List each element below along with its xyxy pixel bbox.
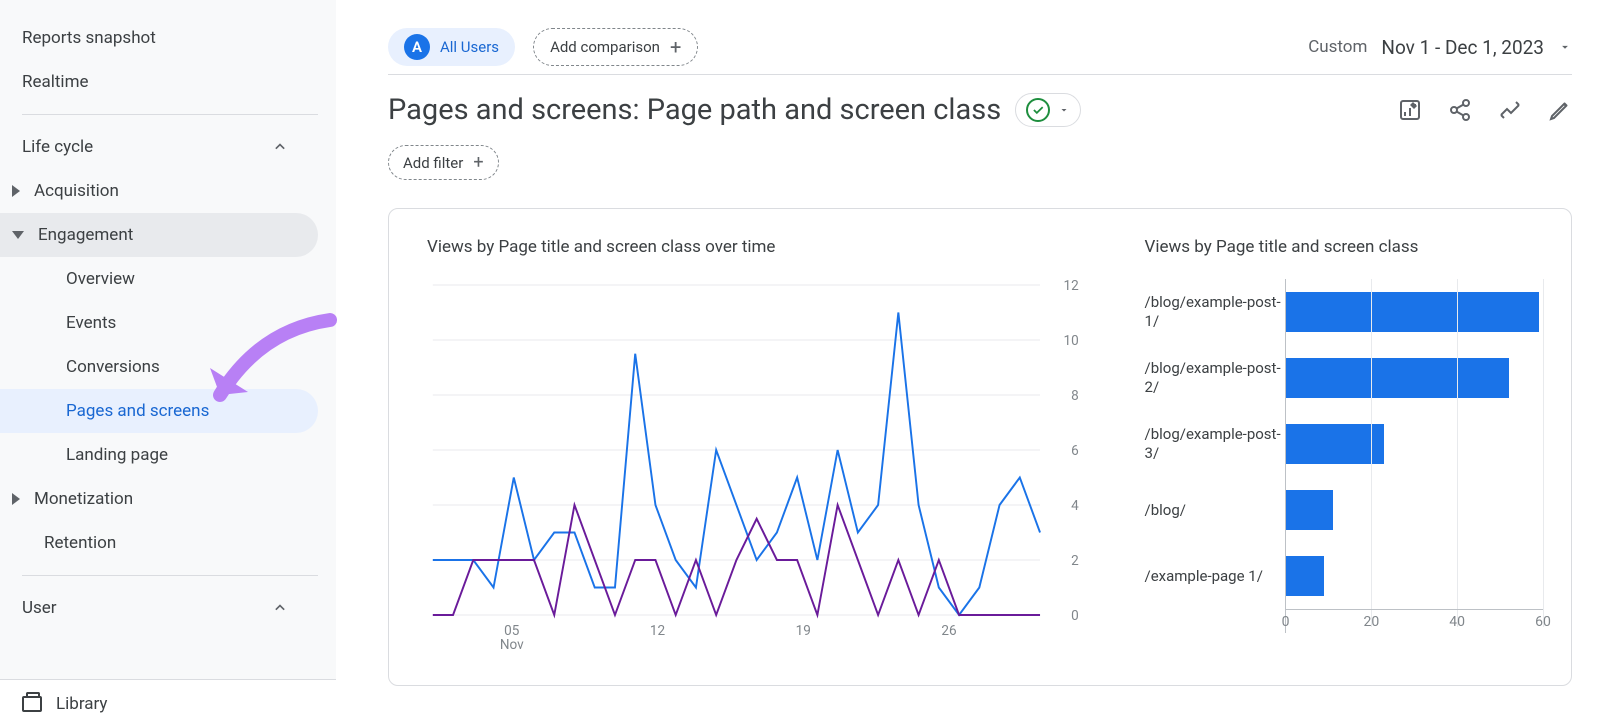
nav-landing-page[interactable]: Landing page <box>0 433 318 477</box>
nav-conversions[interactable]: Conversions <box>0 345 318 389</box>
nav-section-user[interactable]: User <box>0 586 318 630</box>
insights-icon[interactable] <box>1498 98 1522 122</box>
bar-xaxis-label: 0 <box>1282 614 1290 630</box>
plus-icon: + <box>670 35 681 59</box>
bar-xaxis-label: 20 <box>1363 614 1379 630</box>
nav-overview[interactable]: Overview <box>0 257 318 301</box>
line-chart: 02468101205121926Nov <box>427 279 1085 649</box>
nav-realtime[interactable]: Realtime <box>0 60 318 104</box>
svg-text:2: 2 <box>1071 553 1079 569</box>
bar-xaxis-label: 40 <box>1449 614 1465 630</box>
edit-icon[interactable] <box>1548 98 1572 122</box>
nav-label: Pages and screens <box>66 401 209 421</box>
svg-text:Nov: Nov <box>500 637 524 649</box>
data-quality-indicator[interactable] <box>1015 93 1081 127</box>
caret-down-icon <box>1558 40 1572 54</box>
bar-label: /blog/example-post-1/ <box>1145 279 1285 345</box>
nav-retention[interactable]: Retention <box>0 521 318 565</box>
nav-label: Life cycle <box>22 137 93 157</box>
nav-engagement[interactable]: Engagement <box>0 213 318 257</box>
nav-label: Reports snapshot <box>22 28 156 48</box>
nav-label: Engagement <box>38 225 133 245</box>
nav-library[interactable]: Library <box>0 679 336 728</box>
nav-acquisition[interactable]: Acquisition <box>0 169 318 213</box>
caret-down-icon <box>1058 104 1070 116</box>
caret-down-icon <box>12 231 24 239</box>
customize-report-icon[interactable] <box>1398 98 1422 122</box>
svg-text:4: 4 <box>1071 498 1079 514</box>
chevron-up-icon <box>270 137 290 157</box>
bar-label: /blog/ <box>1145 477 1285 543</box>
add-comparison-button[interactable]: Add comparison + <box>533 28 698 66</box>
audience-pill-all-users[interactable]: A All Users <box>388 28 515 66</box>
nav-events[interactable]: Events <box>0 301 318 345</box>
svg-text:12: 12 <box>1063 279 1078 294</box>
bar-label: /example-page 1/ <box>1145 543 1285 609</box>
main-content: A All Users Add comparison + Custom Nov … <box>336 0 1600 728</box>
date-range-value: Nov 1 - Dec 1, 2023 <box>1381 36 1544 59</box>
nav-label: Acquisition <box>34 181 119 201</box>
page-title: Pages and screens: Page path and screen … <box>388 93 1001 127</box>
nav-label: User <box>22 598 57 618</box>
add-filter-label: Add filter <box>403 154 463 172</box>
sidebar: Reports snapshot Realtime Life cycle Acq… <box>0 0 336 728</box>
svg-text:8: 8 <box>1071 388 1079 404</box>
add-comparison-label: Add comparison <box>550 38 660 56</box>
date-range-mode: Custom <box>1308 37 1367 57</box>
nav-section-life-cycle[interactable]: Life cycle <box>0 125 318 169</box>
plus-icon: + <box>473 152 483 173</box>
bar <box>1286 424 1385 464</box>
bar <box>1286 490 1333 530</box>
divider <box>22 575 318 576</box>
nav-monetization[interactable]: Monetization <box>0 477 318 521</box>
audience-badge: A <box>404 34 430 60</box>
bar <box>1286 556 1325 596</box>
line-chart-title: Views by Page title and screen class ove… <box>427 237 1085 257</box>
divider <box>388 74 1572 75</box>
bar-xaxis-label: 60 <box>1535 614 1551 630</box>
bar-label: /blog/example-post-2/ <box>1145 345 1285 411</box>
nav-label: Retention <box>44 533 116 553</box>
bar-label: /blog/example-post-3/ <box>1145 411 1285 477</box>
bar <box>1286 292 1539 332</box>
nav-label: Landing page <box>66 445 168 465</box>
svg-text:26: 26 <box>941 623 956 639</box>
nav-label: Overview <box>66 269 135 289</box>
nav-label: Monetization <box>34 489 133 509</box>
check-circle-icon <box>1026 98 1050 122</box>
svg-text:6: 6 <box>1071 443 1079 459</box>
chevron-up-icon <box>270 598 290 618</box>
audience-label: All Users <box>440 38 499 56</box>
bar <box>1286 358 1509 398</box>
caret-right-icon <box>12 185 20 197</box>
nav-label: Library <box>56 694 107 714</box>
svg-text:0: 0 <box>1071 608 1079 624</box>
nav-label: Events <box>66 313 116 333</box>
share-icon[interactable] <box>1448 98 1472 122</box>
date-range-picker[interactable]: Custom Nov 1 - Dec 1, 2023 <box>1308 36 1572 59</box>
nav-pages-screens[interactable]: Pages and screens <box>0 389 318 433</box>
bar-chart: /blog/example-post-1//blog/example-post-… <box>1145 279 1543 633</box>
bar-chart-title: Views by Page title and screen class <box>1145 237 1543 257</box>
divider <box>22 114 318 115</box>
folder-icon <box>22 696 42 712</box>
nav-label: Conversions <box>66 357 160 377</box>
charts-card: Views by Page title and screen class ove… <box>388 208 1572 686</box>
add-filter-button[interactable]: Add filter + <box>388 145 499 180</box>
nav-label: Realtime <box>22 72 89 92</box>
nav-reports-snapshot[interactable]: Reports snapshot <box>0 16 318 60</box>
svg-text:10: 10 <box>1063 333 1078 349</box>
svg-text:19: 19 <box>796 623 811 639</box>
svg-text:12: 12 <box>650 623 665 639</box>
caret-right-icon <box>12 493 20 505</box>
